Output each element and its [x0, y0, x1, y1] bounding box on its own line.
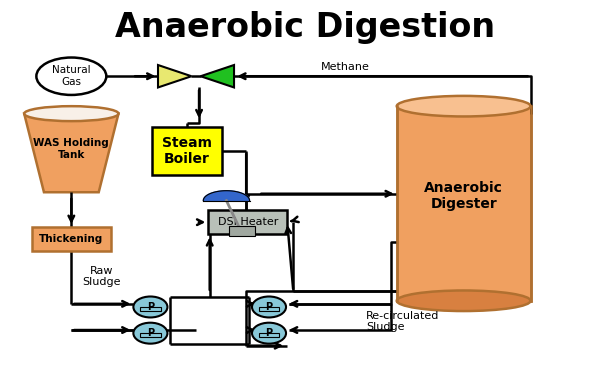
Text: Re-circulated
Sludge: Re-circulated Sludge — [367, 311, 440, 332]
Text: Natural
Gas: Natural Gas — [52, 66, 90, 87]
Ellipse shape — [397, 290, 530, 311]
Circle shape — [133, 323, 167, 344]
Circle shape — [252, 296, 286, 317]
Bar — [397, 106, 530, 301]
Text: P: P — [147, 328, 154, 338]
Text: Methane: Methane — [321, 62, 370, 72]
Polygon shape — [203, 191, 249, 201]
Text: P: P — [265, 302, 273, 312]
Text: Thickening: Thickening — [39, 234, 103, 244]
Bar — [208, 210, 287, 234]
Ellipse shape — [397, 96, 530, 116]
Text: Anaerobic Digestion: Anaerobic Digestion — [115, 11, 496, 44]
Text: DSI Heater: DSI Heater — [218, 217, 278, 227]
Polygon shape — [229, 226, 255, 236]
Circle shape — [252, 323, 286, 344]
Ellipse shape — [37, 58, 106, 95]
Bar — [32, 227, 111, 251]
Text: WAS Holding
Tank: WAS Holding Tank — [34, 138, 109, 160]
Text: P: P — [147, 302, 154, 312]
Ellipse shape — [24, 106, 119, 121]
Polygon shape — [158, 65, 191, 87]
Text: P: P — [265, 328, 273, 338]
Bar — [259, 333, 279, 337]
Bar — [140, 333, 161, 337]
Bar — [140, 307, 161, 311]
Polygon shape — [200, 65, 234, 87]
Text: Raw
Sludge: Raw Sludge — [82, 266, 121, 287]
Bar — [152, 127, 222, 175]
Text: Steam
Boiler: Steam Boiler — [162, 136, 212, 166]
Polygon shape — [24, 113, 119, 192]
Circle shape — [133, 296, 167, 317]
Bar — [259, 307, 279, 311]
Text: Anaerobic
Digester: Anaerobic Digester — [424, 181, 503, 211]
